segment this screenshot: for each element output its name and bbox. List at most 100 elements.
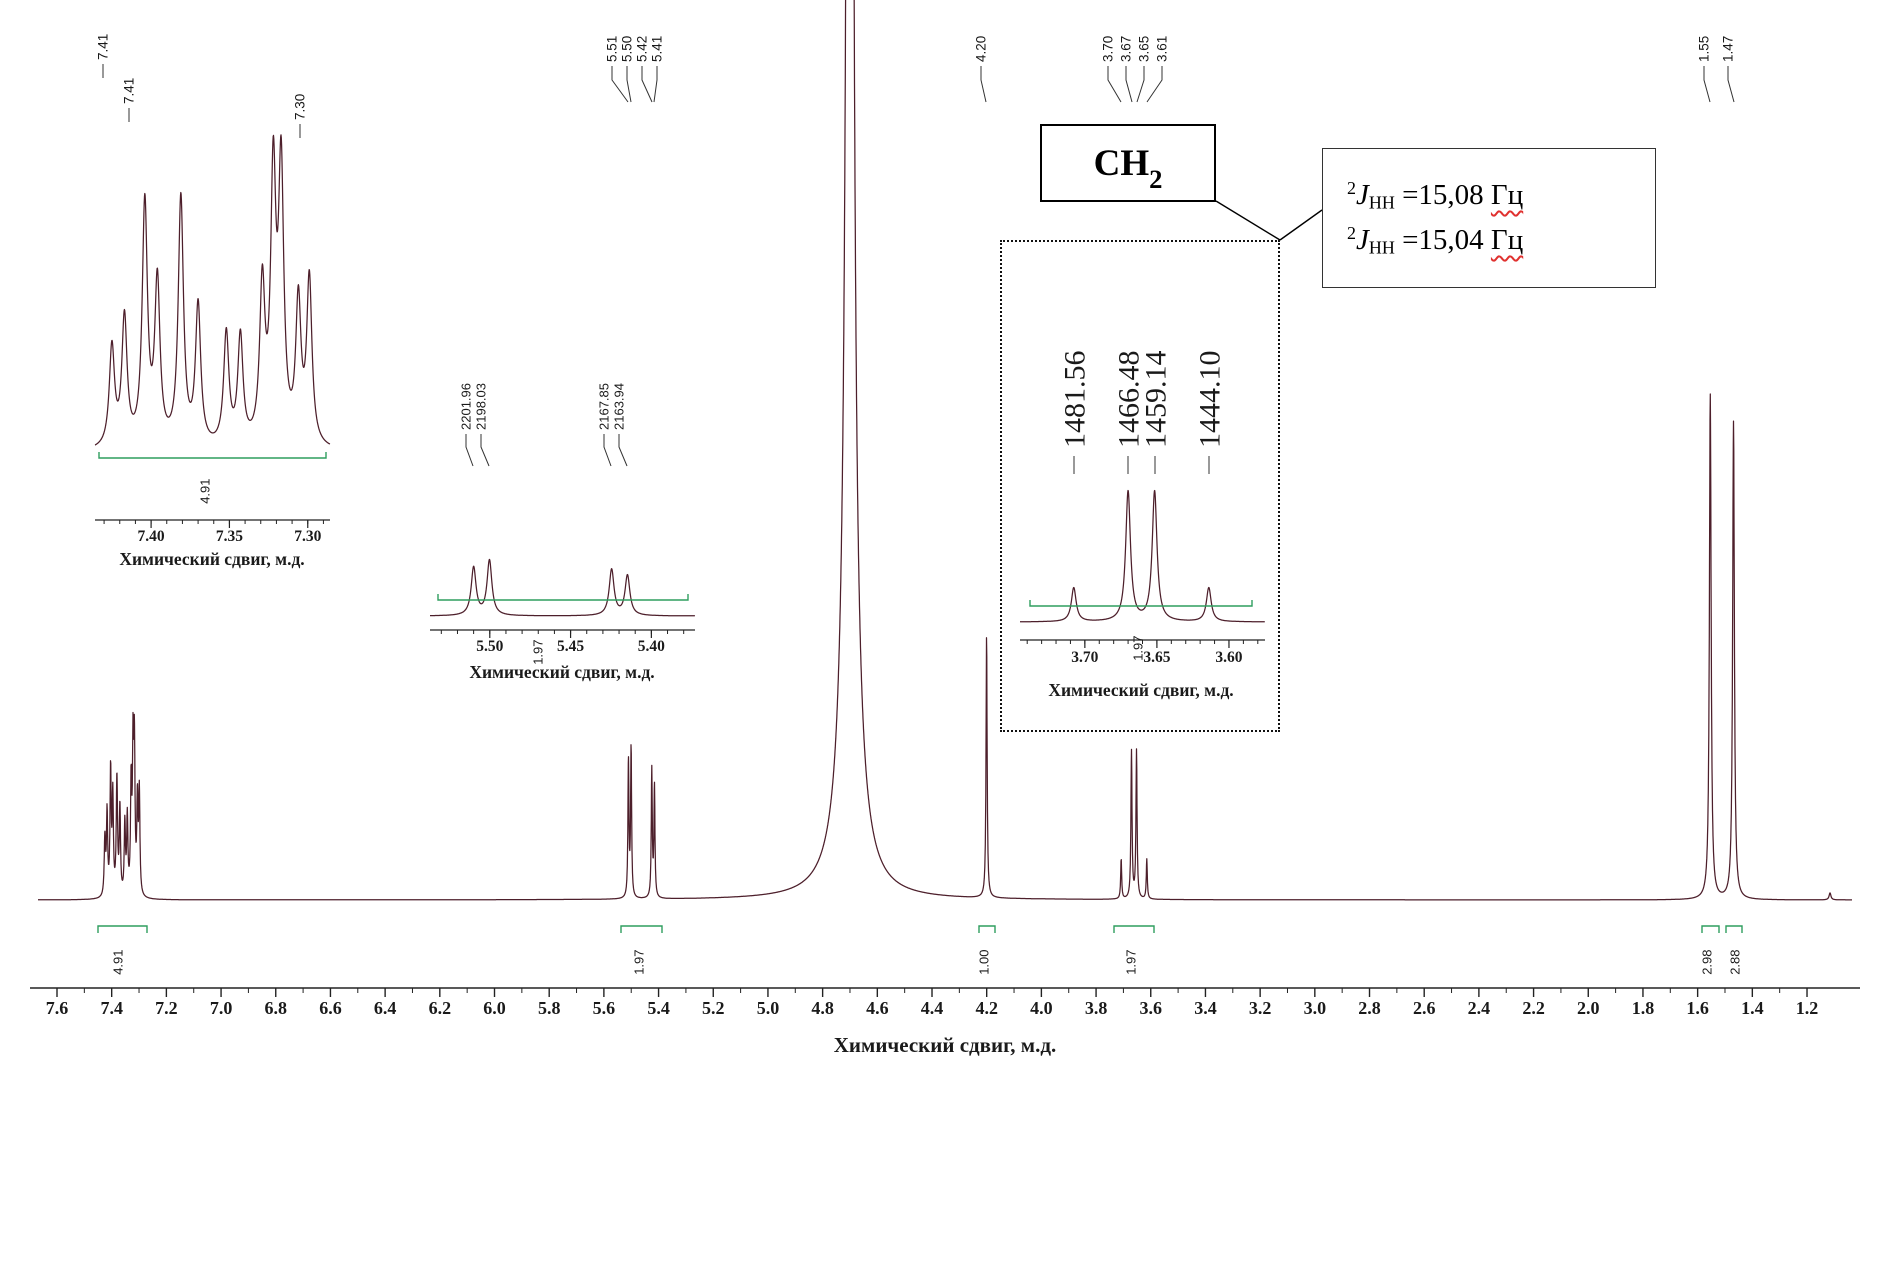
label-connector-line bbox=[1107, 66, 1122, 103]
integral-bracket bbox=[978, 925, 996, 933]
label-connector-line bbox=[618, 434, 628, 467]
ch2-inset-caption: Химический сдвиг, м.д. bbox=[1048, 680, 1233, 700]
label-connector-line bbox=[1727, 66, 1735, 103]
ch2-text: CH bbox=[1093, 142, 1150, 184]
peak-shift-label: 5.50 bbox=[620, 36, 635, 62]
x-axis-tick-label: 2.6 bbox=[1413, 998, 1436, 1018]
j-symbol: J bbox=[1355, 179, 1369, 212]
x-axis-tick-label: 7.4 bbox=[100, 998, 123, 1018]
vinyl-inset-integral-line bbox=[437, 594, 689, 601]
integral-bracket bbox=[620, 925, 663, 933]
peak-shift-label: 3.61 bbox=[1155, 36, 1170, 62]
vinyl-inset-tick-label: 5.50 bbox=[476, 638, 503, 655]
j-coupling-line-1: 2JHH =15,08 Гц bbox=[1347, 177, 1655, 214]
label-connector-line bbox=[465, 434, 474, 467]
x-axis-tick-label: 2.2 bbox=[1522, 998, 1545, 1018]
peak-shift-label: 5.42 bbox=[635, 36, 650, 62]
main-spectrum-trace bbox=[37, 0, 1853, 901]
x-axis-tick-label: 5.8 bbox=[538, 998, 561, 1018]
x-axis-tick-label: 4.2 bbox=[975, 998, 998, 1018]
x-axis-tick-label: 4.6 bbox=[866, 998, 889, 1018]
x-axis-tick-label: 5.6 bbox=[593, 998, 616, 1018]
integral-bracket bbox=[1113, 925, 1155, 933]
ch2-inset-integral-value: 1.97 bbox=[1131, 635, 1146, 660]
annotation-connector-line bbox=[1215, 200, 1281, 241]
hz-unit: Гц bbox=[1490, 179, 1524, 212]
vinyl-inset-tick-label: 5.40 bbox=[638, 638, 665, 655]
x-axis-tick-label: 3.6 bbox=[1140, 998, 1163, 1018]
annotation-connector-line bbox=[1279, 209, 1323, 241]
peak-shift-label: 5.41 bbox=[650, 36, 665, 62]
label-connector-line bbox=[611, 66, 629, 103]
peak-shift-label: 7.30 bbox=[293, 94, 308, 120]
x-axis-tick-label: 5.2 bbox=[702, 998, 725, 1018]
hz-peak-label: 2198.03 bbox=[474, 383, 489, 430]
peak-shift-label: 3.70 bbox=[1101, 36, 1116, 62]
label-connector-line bbox=[1703, 66, 1711, 103]
vinyl-inset-tick-label: 5.45 bbox=[557, 638, 584, 655]
label-connector-line bbox=[1146, 66, 1163, 103]
x-axis-tick-label: 7.0 bbox=[210, 998, 233, 1018]
integral-value: 1.00 bbox=[977, 949, 992, 974]
ch2-inset-tick-label: 3.70 bbox=[1071, 649, 1098, 666]
x-axis-tick-label: 6.2 bbox=[429, 998, 452, 1018]
ch2-inset-tick-label: 3.65 bbox=[1143, 649, 1170, 666]
hz-peak-label: 2201.96 bbox=[459, 383, 474, 430]
x-axis-tick-label: 2.8 bbox=[1358, 998, 1381, 1018]
x-axis-caption: Химический сдвиг, м.д. bbox=[834, 1033, 1056, 1057]
integral-bracket bbox=[1725, 925, 1743, 933]
integral-value: 1.97 bbox=[632, 949, 647, 974]
j-coupling-annotation-box: 2JHH =15,08 Гц 2JHH =15,04 Гц bbox=[1322, 148, 1656, 288]
hz-peak-label: 2167.85 bbox=[597, 383, 612, 430]
integral-bracket bbox=[97, 925, 148, 933]
vinyl-inset-integral-value: 1.97 bbox=[531, 639, 546, 664]
ch2-inset-trace bbox=[1019, 489, 1266, 623]
aromatic-inset-integral-value: 4.91 bbox=[198, 478, 213, 503]
x-axis-tick-label: 2.4 bbox=[1468, 998, 1491, 1018]
j-coupling-line-2: 2JHH =15,04 Гц bbox=[1347, 222, 1655, 259]
j-superscript: 2 bbox=[1347, 178, 1356, 199]
hz-peak-label: 1466.48 bbox=[1113, 351, 1146, 449]
x-axis-tick-label: 1.8 bbox=[1632, 998, 1655, 1018]
peak-shift-label: 3.67 bbox=[1119, 36, 1134, 62]
j-value: =15,04 bbox=[1394, 224, 1491, 256]
peak-shift-label: 7.41 bbox=[96, 34, 111, 60]
j-superscript: 2 bbox=[1347, 223, 1356, 244]
j-value: =15,08 bbox=[1394, 179, 1491, 212]
x-axis-tick-label: 3.2 bbox=[1249, 998, 1272, 1018]
x-axis-tick-label: 7.2 bbox=[155, 998, 178, 1018]
peak-shift-label: 7.41 bbox=[122, 78, 137, 104]
x-axis-tick-label: 5.4 bbox=[647, 998, 670, 1018]
ch2-subscript: 2 bbox=[1149, 163, 1163, 194]
label-connector-line bbox=[626, 66, 632, 103]
x-axis-tick-label: 5.0 bbox=[757, 998, 780, 1018]
x-axis-tick-label: 1.2 bbox=[1796, 998, 1819, 1018]
peak-shift-label: 1.55 bbox=[1697, 36, 1712, 62]
x-axis-tick-label: 3.0 bbox=[1304, 998, 1327, 1018]
integral-value: 2.88 bbox=[1728, 949, 1743, 974]
aromatic-inset-tick-label: 7.40 bbox=[138, 528, 165, 545]
aromatic-inset-caption: Химический сдвиг, м.д. bbox=[119, 549, 304, 569]
x-axis-tick-label: 7.6 bbox=[46, 998, 69, 1018]
ch2-annotation-box: CH2 bbox=[1040, 124, 1216, 202]
ch2-label: CH2 bbox=[1093, 142, 1163, 192]
aromatic-inset-integral-line bbox=[98, 452, 327, 459]
vinyl-inset-caption: Химический сдвиг, м.д. bbox=[469, 662, 654, 682]
peak-shift-label: 1.47 bbox=[1721, 36, 1736, 62]
peak-shift-label: 3.65 bbox=[1137, 36, 1152, 62]
hz-peak-label: 1459.14 bbox=[1140, 351, 1173, 449]
x-axis-tick-label: 1.6 bbox=[1686, 998, 1709, 1018]
x-axis-tick-label: 4.4 bbox=[921, 998, 944, 1018]
hz-peak-label: 1444.10 bbox=[1194, 351, 1227, 449]
j-subscript: HH bbox=[1368, 192, 1395, 213]
integral-value: 2.98 bbox=[1700, 949, 1715, 974]
label-connector-line bbox=[1136, 66, 1145, 103]
x-axis-tick-label: 4.0 bbox=[1030, 998, 1053, 1018]
j-symbol: J bbox=[1355, 224, 1369, 256]
x-axis-tick-label: 1.4 bbox=[1741, 998, 1764, 1018]
label-connector-line bbox=[480, 434, 490, 467]
aromatic-inset-tick-label: 7.30 bbox=[294, 528, 321, 545]
j-subscript: HH bbox=[1368, 237, 1395, 258]
integral-value: 1.97 bbox=[1124, 949, 1139, 974]
